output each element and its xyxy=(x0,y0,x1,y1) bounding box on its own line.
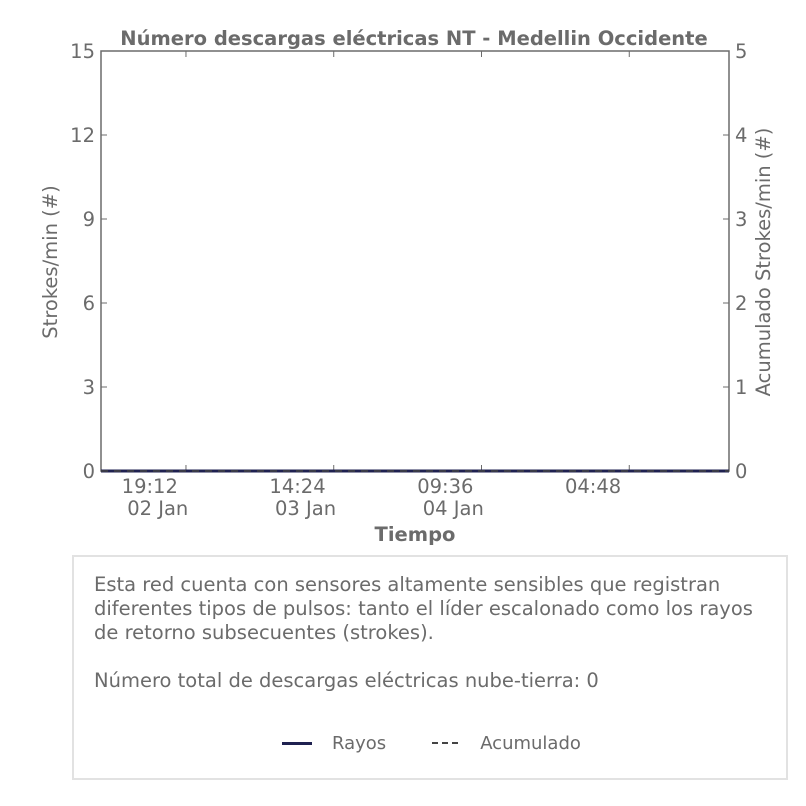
left-tick-label: 3 xyxy=(83,376,95,399)
chart-title: Número descargas eléctricas NT - Medelli… xyxy=(120,27,707,50)
left-tick-label: 15 xyxy=(70,40,95,63)
right-tick-label: 1 xyxy=(735,376,747,399)
right-tick-label: 3 xyxy=(735,208,747,231)
right-tick-label: 2 xyxy=(735,292,747,315)
right-tick-label: 4 xyxy=(735,124,747,147)
x-tick-label-time: 09:36 xyxy=(417,475,473,498)
legend-line-dashed-icon xyxy=(432,742,459,744)
info-total: Número total de descargas eléctricas nub… xyxy=(94,669,599,692)
left-axis-ticks: 0 3 6 9 12 15 xyxy=(70,40,107,483)
x-axis-label: Tiempo xyxy=(375,523,456,546)
x-tick-label-date: 03 Jan xyxy=(275,497,336,520)
x-tick-label-time: 19:12 xyxy=(122,475,178,498)
right-tick-label: 0 xyxy=(735,460,747,483)
right-axis-ticks: 0 1 2 3 4 5 xyxy=(723,40,747,483)
x-tick-label-date: 02 Jan xyxy=(127,497,188,520)
legend-label-rayos: Rayos xyxy=(332,732,387,754)
y-axis-label-left: Strokes/min (#) xyxy=(39,185,62,338)
legend-line-solid-icon xyxy=(282,741,312,745)
x-tick-label-time: 04:48 xyxy=(565,475,621,498)
legend: Rayos Acumulado xyxy=(282,729,581,757)
y-axis-label-right: Acumulado Strokes/min (#) xyxy=(752,128,775,397)
plot-area xyxy=(100,50,730,472)
left-tick-label: 12 xyxy=(70,124,95,147)
x-tick-label-time: 14:24 xyxy=(269,475,325,498)
legend-item-rayos: Rayos xyxy=(282,733,386,754)
info-box: Esta red cuenta con sensores altamente s… xyxy=(72,555,788,780)
info-description: Esta red cuenta con sensores altamente s… xyxy=(94,573,753,644)
right-tick-label: 5 xyxy=(735,40,747,63)
legend-label-acumulado: Acumulado xyxy=(480,732,581,754)
legend-item-acumulado: Acumulado xyxy=(432,733,581,754)
left-tick-label: 6 xyxy=(83,292,95,315)
left-tick-label: 9 xyxy=(83,208,95,231)
x-tick-label-date: 04 Jan xyxy=(423,497,484,520)
left-tick-label: 0 xyxy=(83,460,95,483)
